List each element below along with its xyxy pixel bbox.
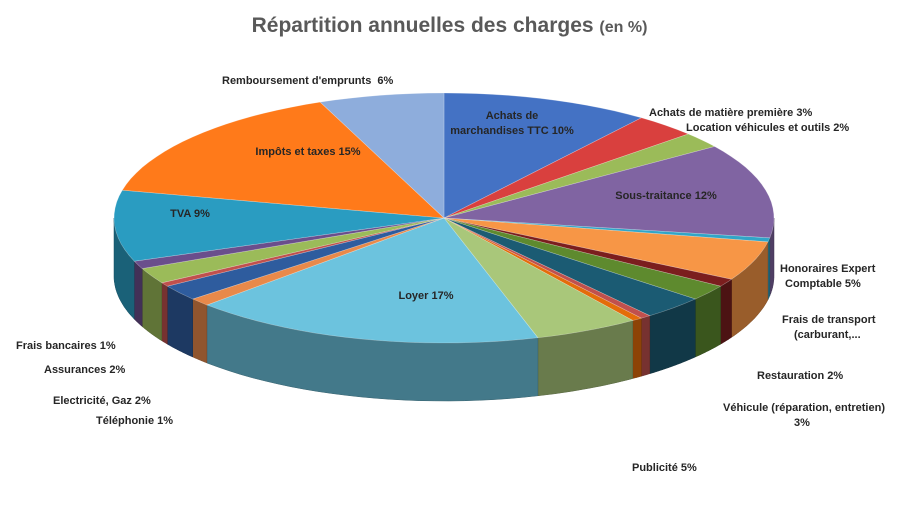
data-labels: Achats de marchandises TTC 10% Achats de m…: [16, 75, 885, 474]
pie-sides: [113, 218, 775, 402]
pie-slice-18: [113, 189, 445, 262]
chart-subtitle: (en %): [599, 19, 648, 36]
pie-slice-3: [443, 146, 775, 239]
pie-side-6: [720, 278, 732, 345]
pie-side-4: [767, 237, 771, 301]
data-label: Achats de: [486, 110, 539, 122]
pie-slice-19: [121, 101, 445, 219]
data-label: Véhicule (réparation, entretien): [723, 402, 885, 414]
data-label: Honoraires Expert: [780, 263, 876, 275]
pie-slices: [113, 92, 775, 344]
data-label: marchandises TTC 10%: [450, 125, 574, 137]
pie-slice-20: [319, 92, 445, 219]
data-label: Comptable 5%: [785, 278, 861, 290]
data-label: Impôts et taxes 15%: [255, 146, 360, 158]
pie-side-13: [192, 298, 208, 364]
pie-slice-5: [443, 217, 769, 280]
pie-side-18: [113, 218, 135, 320]
chart-title-text: Répartition annuelles des charges: [251, 14, 594, 37]
data-label: (carburant,...: [794, 329, 861, 341]
data-label: Publicité 5%: [632, 462, 697, 474]
pie-side-15: [161, 282, 168, 345]
data-label: Frais de transport: [782, 314, 876, 326]
data-label: Assurances 2%: [44, 364, 126, 376]
pie-side-9: [641, 315, 651, 377]
pie-slice-0: [443, 92, 643, 219]
data-label: 3%: [794, 417, 810, 429]
pie-slice-11: [443, 217, 634, 339]
pie-side-10: [632, 317, 642, 379]
data-label: Téléphonie 1%: [96, 415, 173, 427]
pie-side-17: [134, 260, 143, 328]
data-label: Sous-traitance 12%: [615, 190, 717, 202]
chart-title: Répartition annuelles des charges (en %): [0, 14, 899, 38]
data-label: TVA 9%: [170, 208, 210, 220]
data-label: Frais bancaires 1%: [16, 340, 116, 352]
data-label: Restauration 2%: [757, 370, 843, 382]
data-label: Electricité, Gaz 2%: [53, 395, 151, 407]
pie-slice-12: [206, 217, 539, 344]
data-label: Achats de matière première 3%: [649, 107, 812, 119]
data-label: Location véhicules et outils 2%: [686, 122, 849, 134]
data-label: Remboursement d'emprunts 6%: [222, 75, 394, 87]
data-label: Loyer 17%: [398, 290, 453, 302]
